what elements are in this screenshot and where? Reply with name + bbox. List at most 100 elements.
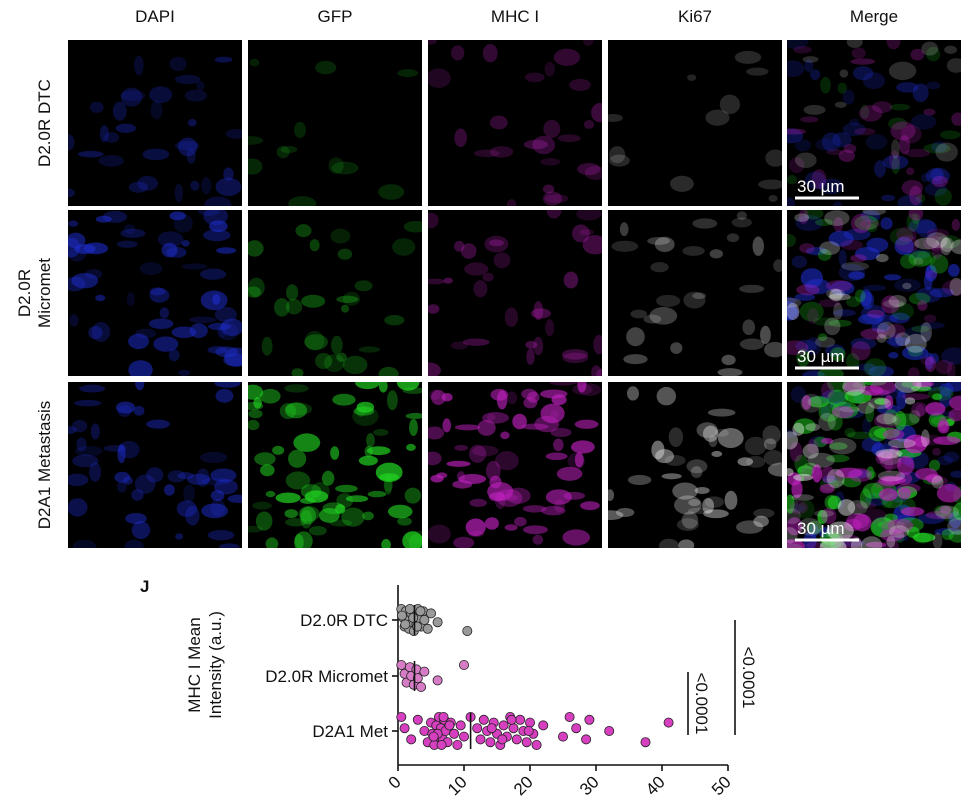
cell-blob xyxy=(848,468,872,482)
cell-blob xyxy=(533,336,544,356)
cell-blob xyxy=(805,542,824,548)
cell-blob xyxy=(593,334,602,355)
cell-blob xyxy=(787,340,809,356)
cell-blob xyxy=(112,101,127,121)
cell-blob xyxy=(934,527,961,536)
cell-blob xyxy=(787,197,796,206)
cell-blob xyxy=(862,210,887,216)
cell-blob xyxy=(891,413,920,427)
cell-blob xyxy=(891,535,909,542)
cell-blob xyxy=(876,413,897,425)
cell-blob xyxy=(926,232,948,249)
cell-blob xyxy=(223,167,234,181)
cell-blob xyxy=(940,506,961,522)
row-label: D2A1 Metastasis xyxy=(35,401,54,530)
cell-blob xyxy=(523,397,538,409)
cell-blob xyxy=(540,403,565,424)
cell-blob xyxy=(817,249,832,261)
cell-blob xyxy=(183,484,195,503)
cell-blob xyxy=(805,423,821,432)
cell-blob xyxy=(707,408,736,417)
cell-blob xyxy=(315,60,337,75)
cell-blob xyxy=(709,249,723,259)
cell-blob xyxy=(215,177,242,197)
cell-blob xyxy=(557,134,581,143)
cell-blob xyxy=(482,272,494,282)
micrograph-signal xyxy=(787,40,961,206)
cell-blob xyxy=(285,402,308,419)
cell-blob xyxy=(405,412,422,420)
cell-blob xyxy=(544,194,569,204)
cell-blob xyxy=(927,476,948,486)
cell-blob xyxy=(450,341,468,350)
dot xyxy=(396,610,407,621)
cell-blob xyxy=(117,405,132,417)
cell-blob xyxy=(724,490,738,510)
dot xyxy=(462,626,473,637)
cell-blob xyxy=(854,127,876,136)
cell-blob xyxy=(866,466,875,480)
cell-blob xyxy=(304,330,325,351)
cell-blob xyxy=(916,250,937,266)
dot xyxy=(458,731,469,742)
cell-blob xyxy=(904,333,927,353)
cell-blob xyxy=(838,249,847,267)
cell-blob xyxy=(742,319,756,336)
cell-blob xyxy=(894,532,905,543)
cell-blob xyxy=(248,158,263,175)
cell-blob xyxy=(878,449,902,466)
cell-blob xyxy=(187,473,211,485)
cell-blob xyxy=(454,424,481,431)
cell-blob xyxy=(265,490,276,498)
cell-blob xyxy=(842,89,855,105)
cell-blob xyxy=(867,309,885,319)
cell-blob xyxy=(888,61,917,81)
cell-blob xyxy=(384,314,405,326)
cell-blob xyxy=(545,319,555,337)
cell-blob xyxy=(894,382,922,393)
cell-blob xyxy=(920,429,930,447)
column-header: GFP xyxy=(318,7,353,26)
dot xyxy=(408,612,419,623)
cell-blob xyxy=(868,365,894,376)
cell-blob xyxy=(818,412,836,432)
micrograph xyxy=(608,382,782,548)
cell-blob xyxy=(946,58,961,73)
cell-blob xyxy=(214,56,233,63)
cell-blob xyxy=(811,464,822,483)
cell-blob xyxy=(791,494,814,501)
cell-blob xyxy=(373,429,389,436)
dot xyxy=(438,712,449,723)
cell-blob xyxy=(825,344,845,357)
cell-blob xyxy=(763,450,782,466)
cell-blob xyxy=(443,277,453,284)
cell-blob xyxy=(484,235,509,253)
row-label: Micromet xyxy=(35,258,54,328)
cell-blob xyxy=(134,474,156,494)
x-tick-label: 50 xyxy=(708,772,735,799)
cell-blob xyxy=(935,142,958,162)
cell-blob xyxy=(255,511,273,531)
cell-blob xyxy=(796,348,810,367)
cell-blob xyxy=(843,143,857,154)
cell-blob xyxy=(139,262,163,275)
cell-blob xyxy=(826,454,850,463)
cell-blob xyxy=(933,436,961,445)
cell-blob xyxy=(123,476,134,485)
cell-blob xyxy=(403,221,422,233)
cell-blob xyxy=(694,487,710,495)
cell-blob xyxy=(916,219,938,238)
cell-blob xyxy=(355,382,380,390)
cell-blob xyxy=(608,489,615,501)
cell-blob xyxy=(886,535,896,548)
cell-blob xyxy=(562,529,590,546)
cell-blob xyxy=(128,181,149,193)
cell-blob xyxy=(574,452,584,468)
cell-blob xyxy=(856,502,877,510)
cell-blob xyxy=(809,69,821,80)
cell-blob xyxy=(104,132,120,143)
cell-blob xyxy=(888,295,907,308)
cell-blob xyxy=(913,257,924,265)
cell-blob xyxy=(342,355,368,375)
cell-blob xyxy=(739,284,765,293)
